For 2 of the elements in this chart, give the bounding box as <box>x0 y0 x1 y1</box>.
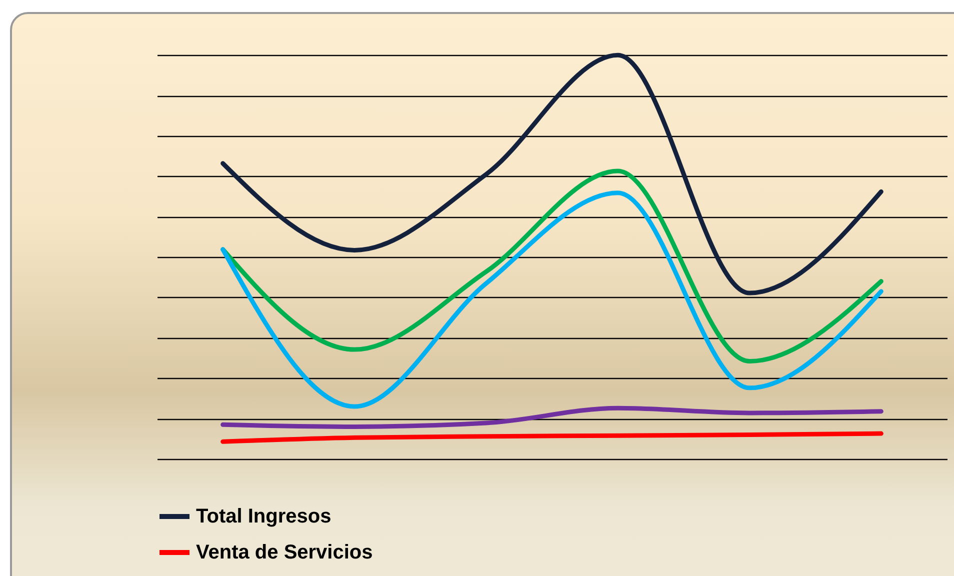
legend-label: Venta de Servicios <box>196 542 373 564</box>
legend-label: Total Ingresos <box>196 506 332 528</box>
